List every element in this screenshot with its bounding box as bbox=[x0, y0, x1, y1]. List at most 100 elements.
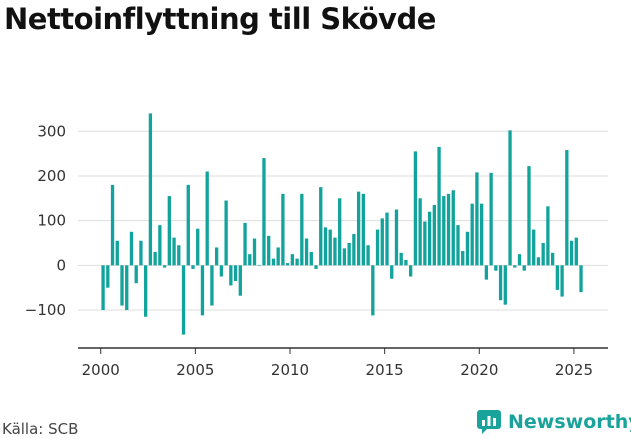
x-tick-label: 2005 bbox=[176, 361, 214, 379]
bar bbox=[233, 265, 238, 281]
bar-chart: −100 0 100 200 300 2000 2005 2010 2015 2020 2025 bbox=[25, 113, 608, 379]
bar bbox=[243, 222, 247, 266]
bar bbox=[177, 245, 181, 266]
bar bbox=[579, 265, 583, 293]
bar bbox=[385, 212, 389, 266]
y-axis-tick-labels: −100 0 100 200 300 bbox=[25, 122, 66, 319]
bar bbox=[281, 193, 285, 266]
bar bbox=[427, 211, 432, 266]
bar bbox=[224, 200, 228, 266]
y-tick-label: 100 bbox=[37, 212, 66, 230]
bar bbox=[409, 265, 413, 277]
bar bbox=[399, 252, 403, 266]
bar bbox=[181, 265, 186, 335]
bar bbox=[172, 237, 176, 266]
bar bbox=[158, 225, 162, 266]
bar bbox=[475, 172, 479, 266]
x-tick-label: 2000 bbox=[82, 361, 120, 379]
bar bbox=[560, 265, 564, 297]
bar bbox=[148, 113, 153, 266]
bar bbox=[304, 238, 309, 266]
bar-series bbox=[101, 113, 583, 335]
x-tick-label: 2015 bbox=[366, 361, 404, 379]
bar bbox=[527, 166, 531, 266]
bar bbox=[356, 191, 361, 266]
bar bbox=[437, 146, 441, 266]
bar bbox=[574, 237, 578, 266]
x-axis-tick-labels: 2000 2005 2010 2015 2020 2025 bbox=[82, 348, 593, 379]
bar bbox=[546, 206, 550, 266]
bar bbox=[248, 254, 252, 266]
bar bbox=[536, 257, 541, 266]
bar bbox=[489, 172, 493, 266]
bar bbox=[238, 265, 242, 296]
bar bbox=[333, 237, 337, 266]
bar bbox=[125, 265, 129, 311]
bar bbox=[267, 235, 271, 266]
brand-name: Newsworthy bbox=[508, 411, 631, 433]
y-tick-label: 200 bbox=[37, 167, 66, 185]
bar bbox=[461, 251, 465, 266]
bar bbox=[503, 265, 507, 305]
bar bbox=[550, 252, 555, 266]
bar bbox=[139, 240, 143, 266]
bar bbox=[319, 187, 323, 266]
bar bbox=[498, 265, 503, 301]
bar bbox=[494, 265, 498, 271]
brand-logo[interactable]: Newsworthy bbox=[476, 409, 631, 435]
bar bbox=[532, 229, 536, 266]
bar bbox=[262, 158, 266, 266]
bar bbox=[115, 240, 119, 266]
bar bbox=[404, 259, 408, 266]
bar bbox=[479, 203, 484, 266]
x-tick-label: 2025 bbox=[555, 361, 593, 379]
bar bbox=[219, 265, 224, 277]
bar bbox=[129, 231, 134, 266]
bar bbox=[371, 265, 375, 316]
bar bbox=[555, 265, 560, 290]
bar bbox=[186, 184, 190, 266]
bar bbox=[276, 247, 280, 266]
bar bbox=[101, 265, 105, 311]
bar bbox=[144, 265, 148, 317]
bar bbox=[205, 171, 209, 266]
newsworthy-logo-icon bbox=[477, 410, 501, 434]
bar bbox=[375, 229, 380, 266]
bar bbox=[465, 231, 470, 266]
bar bbox=[508, 130, 512, 266]
bar bbox=[413, 151, 418, 266]
bar bbox=[285, 263, 290, 266]
source-note: Källa: SCB bbox=[2, 420, 79, 438]
bar bbox=[295, 258, 299, 266]
bar bbox=[200, 265, 205, 316]
bar bbox=[517, 254, 522, 266]
y-tick-label: 300 bbox=[37, 122, 66, 140]
bar bbox=[442, 196, 446, 266]
bar bbox=[214, 247, 219, 266]
bar bbox=[210, 265, 214, 306]
x-tick-label: 2010 bbox=[271, 361, 309, 379]
bar bbox=[153, 251, 157, 266]
bar bbox=[106, 265, 110, 288]
bar bbox=[342, 248, 347, 266]
bar bbox=[229, 265, 233, 286]
y-tick-label: −100 bbox=[25, 301, 66, 319]
bar bbox=[390, 265, 394, 279]
bar bbox=[309, 251, 313, 266]
bar bbox=[290, 254, 295, 266]
bar bbox=[456, 225, 460, 266]
bar bbox=[451, 190, 455, 266]
bar bbox=[569, 240, 574, 266]
bar bbox=[257, 265, 261, 266]
bar bbox=[380, 218, 384, 266]
bar bbox=[522, 265, 526, 271]
bar bbox=[120, 265, 124, 306]
chart-title: Nettoinflyttning till Skövde bbox=[4, 2, 436, 36]
bar bbox=[328, 229, 332, 266]
bar bbox=[484, 265, 489, 280]
bar bbox=[196, 228, 200, 266]
bar bbox=[565, 150, 569, 266]
bar bbox=[162, 265, 167, 268]
bar bbox=[134, 265, 138, 284]
bar bbox=[323, 227, 328, 266]
